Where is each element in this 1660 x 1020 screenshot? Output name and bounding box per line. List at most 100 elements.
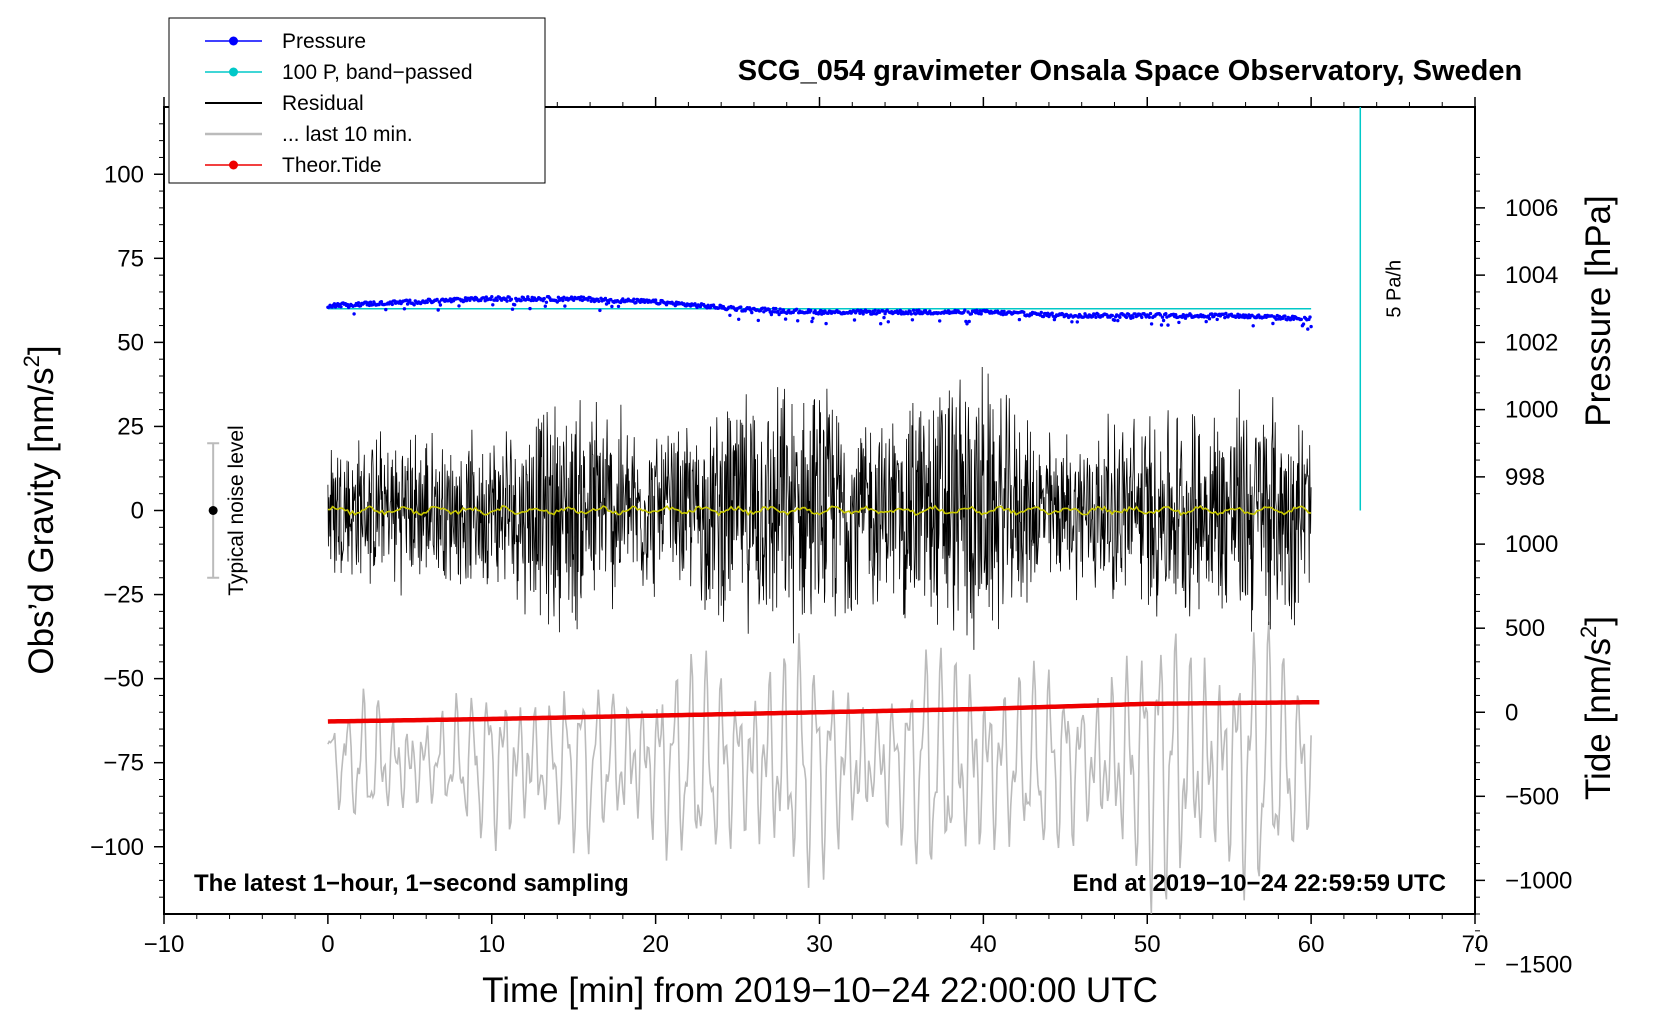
pressure-point	[879, 322, 883, 326]
pressure-point	[1017, 317, 1022, 322]
pressure-point	[544, 300, 549, 304]
tide-axis-label-text: Tide [nm/s	[1579, 638, 1618, 800]
pressure-point	[603, 296, 608, 301]
pressure-point	[616, 304, 621, 309]
tide-tick-label: 0	[1505, 699, 1518, 726]
pressure-point	[774, 306, 778, 311]
y-axis-left-label-close: ]	[22, 345, 61, 355]
tide-tick-label: 1000	[1505, 531, 1558, 558]
series-residual	[327, 366, 1312, 650]
y-axis-left: 100 75 50 25 0 −25 −50 −75 −100	[90, 123, 164, 898]
pressure-point	[852, 318, 857, 322]
legend-box	[168, 17, 546, 184]
pressure-point	[632, 297, 636, 301]
pressure-point	[778, 307, 782, 311]
y-tick-label: 100	[104, 161, 144, 188]
pressure-point	[868, 309, 872, 314]
pressure-point	[851, 309, 856, 313]
series-layer	[326, 295, 1320, 914]
y-tick-label: −75	[103, 750, 144, 777]
pressure-point	[1308, 315, 1312, 319]
pressure-point	[1147, 315, 1152, 319]
legend-label: Theor.Tide	[282, 154, 382, 177]
pressure-point	[505, 299, 509, 303]
pressure-point	[975, 308, 979, 312]
pressure-point	[412, 303, 416, 307]
pressure-point	[435, 297, 439, 302]
pressure-point	[717, 306, 721, 310]
tide-tick-label: −1500	[1505, 951, 1572, 978]
pressure-point	[882, 315, 886, 320]
noise-level-indicator: Typical noise level	[207, 425, 248, 596]
x-tick-label: 50	[1134, 931, 1161, 958]
pressure-point	[634, 300, 638, 305]
footer-left-annotation: The latest 1−hour, 1−second sampling	[194, 870, 629, 897]
series-last-10-min	[327, 621, 1312, 914]
pressure-point	[658, 301, 662, 305]
pressure-tick-label: 1002	[1505, 329, 1558, 356]
pressure-point	[967, 319, 971, 324]
pressure-point	[1161, 318, 1166, 323]
pressure-point	[1215, 317, 1219, 322]
pressure-point	[1251, 324, 1255, 328]
pressure-point	[528, 306, 532, 311]
pressure-point	[384, 307, 388, 312]
pressure-point	[769, 312, 774, 317]
tide-axis: 1000 500 0 −500 −1000 −1500	[1475, 531, 1572, 978]
pressure-point	[1112, 318, 1117, 322]
y-tick-label: −50	[103, 666, 144, 693]
pressure-point	[1070, 320, 1074, 324]
pressure-point	[1022, 310, 1026, 314]
pressure-point	[1166, 323, 1170, 327]
pressure-point	[402, 307, 407, 311]
legend-marker	[229, 67, 238, 77]
pressure-point	[1118, 315, 1122, 319]
pressure-point	[885, 308, 889, 312]
x-tick-label: 10	[478, 931, 505, 958]
chart-title: SCG_054 gravimeter Onsala Space Observat…	[738, 55, 1522, 87]
pressure-point	[543, 304, 547, 308]
pressure-point	[1116, 318, 1120, 323]
pressure-point	[526, 295, 530, 299]
pressure-point	[1164, 312, 1168, 316]
pressure-point	[356, 301, 361, 305]
pressure-point	[542, 296, 546, 301]
pressure-point	[1224, 311, 1228, 316]
pressure-axis: 1006 1004 1002 1000 998	[1475, 156, 1558, 495]
pressure-point	[507, 295, 511, 299]
series-pressure	[326, 295, 1313, 331]
pressure-tick-label: 998	[1505, 464, 1545, 491]
pressure-point	[1148, 311, 1153, 316]
pressure-point	[352, 312, 356, 316]
pressure-point	[437, 300, 441, 304]
pressure-point	[1301, 322, 1306, 326]
pressure-point	[698, 304, 703, 309]
pressure-point	[1039, 310, 1044, 315]
pressure-point	[653, 298, 658, 302]
tide-axis-label-sup: 2	[1576, 626, 1601, 638]
pressure-point	[909, 312, 913, 316]
x-tick-label: 20	[642, 931, 669, 958]
pressure-point	[813, 309, 817, 313]
x-tick-label: 0	[321, 931, 334, 958]
pressure-point	[425, 300, 429, 304]
pressure-point	[969, 312, 974, 316]
pressure-point	[610, 304, 614, 309]
pressure-point	[572, 298, 576, 302]
rate-indicator: 5 Pa/h	[1359, 107, 1405, 511]
pressure-point	[1309, 324, 1313, 329]
series-residual-smoothed	[327, 504, 1312, 517]
pressure-point	[379, 300, 384, 304]
pressure-point	[861, 312, 865, 316]
pressure-point	[1050, 311, 1054, 315]
pressure-point	[1075, 320, 1080, 324]
pressure-point	[1283, 314, 1287, 318]
pressure-point	[1094, 315, 1098, 319]
pressure-point	[794, 307, 799, 311]
pressure-point	[405, 302, 410, 306]
pressure-point	[1291, 317, 1296, 321]
rate-label: 5 Pa/h	[1383, 260, 1405, 318]
pressure-point	[1271, 321, 1275, 326]
x-tick-label: 70	[1462, 931, 1489, 958]
